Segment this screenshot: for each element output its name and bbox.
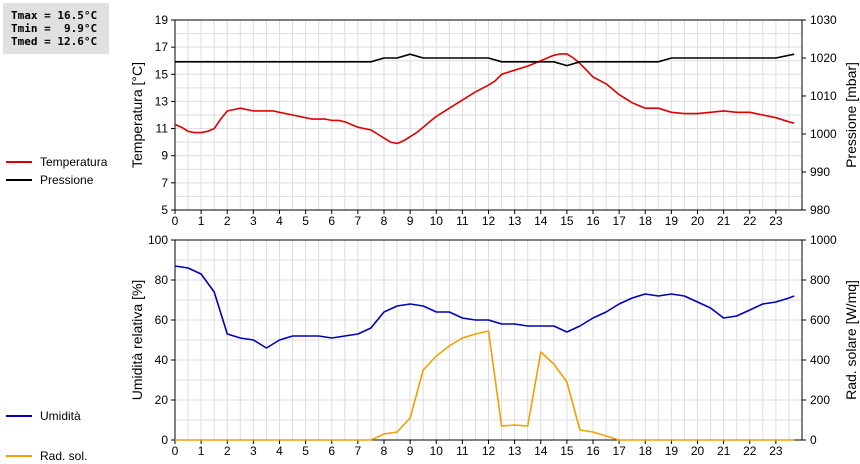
bottom-y2-tick-label: 0: [810, 433, 817, 447]
top-x-tick-label: 15: [560, 214, 574, 228]
bottom-y2-tick-label: 600: [810, 313, 830, 327]
top-x-tick-label: 23: [769, 214, 783, 228]
bottom-y-axis-label: Umidità relativa [%]: [129, 280, 145, 401]
bottom-x-tick-label: 7: [355, 444, 362, 458]
top-x-tick-label: 3: [250, 214, 257, 228]
legend-humidity-label: Umidità: [40, 408, 81, 423]
series-line-umidit: [174, 265, 795, 349]
top-x-tick-label: 6: [328, 214, 335, 228]
bottom-y-tick-label: 100: [148, 233, 168, 247]
bottom-x-tick-label: 14: [534, 444, 548, 458]
top-y2-axis-label: Pressione [mbar]: [843, 62, 859, 168]
bottom-x-tick-label: 6: [328, 444, 335, 458]
humidity-swatch: [6, 414, 32, 417]
legend-humidity: Umidità: [6, 408, 81, 424]
bottom-y2-tick-label: 200: [810, 393, 830, 407]
top-x-tick-label: 17: [612, 214, 626, 228]
top-x-tick-label: 11: [456, 214, 469, 228]
legend-pressure-label: Pressione: [40, 172, 94, 187]
top-x-tick-label: 1: [198, 214, 205, 228]
bottom-x-tick-label: 9: [407, 444, 414, 458]
top-x-tick-label: 14: [534, 214, 548, 228]
top-y2-tick-label: 1000: [810, 127, 837, 141]
bottom-x-tick-label: 0: [172, 444, 179, 458]
top-x-tick-label: 0: [172, 214, 179, 228]
top-y-tick-label: 11: [156, 122, 169, 136]
pressure-swatch: [6, 178, 32, 181]
bottom-x-tick-label: 15: [560, 444, 574, 458]
top-x-tick-label: 18: [639, 214, 653, 228]
legend-solar: Rad. sol.: [6, 448, 87, 464]
tmin-stat: Tmin = 9.9°C: [11, 22, 98, 35]
top-y-tick-label: 13: [155, 94, 169, 108]
top-y-tick-label: 15: [155, 67, 169, 81]
top-x-tick-label: 16: [586, 214, 600, 228]
top-x-tick-label: 12: [482, 214, 496, 228]
legend-solar-label: Rad. sol.: [40, 448, 88, 463]
legend-pressure: Pressione: [6, 172, 93, 188]
bottom-x-tick-label: 17: [612, 444, 626, 458]
bottom-y-tick-label: 60: [155, 313, 169, 327]
series-line-pressione: [175, 53, 795, 67]
top-y2-tick-label: 990: [810, 165, 830, 179]
bottom-y-tick-label: 80: [155, 273, 169, 287]
top-y-tick-label: 9: [161, 149, 168, 163]
bottom-x-tick-label: 20: [691, 444, 705, 458]
top-y-tick-label: 19: [155, 13, 169, 27]
top-x-tick-label: 13: [508, 214, 522, 228]
top-x-tick-label: 9: [407, 214, 414, 228]
bottom-x-tick-label: 18: [639, 444, 653, 458]
tmax-stat: Tmax = 16.5°C: [11, 9, 98, 22]
top-x-tick-label: 4: [276, 214, 283, 228]
legend-temperature-label: Temperatura: [40, 154, 108, 169]
top-x-tick-label: 21: [717, 214, 731, 228]
bottom-x-tick-label: 19: [665, 444, 679, 458]
bottom-y2-tick-label: 800: [810, 273, 830, 287]
top-x-tick-label: 19: [665, 214, 679, 228]
series-line-temperatura: [174, 53, 795, 145]
top-y2-tick-label: 1020: [810, 51, 837, 65]
bottom-x-tick-label: 8: [381, 444, 388, 458]
bottom-x-tick-label: 13: [508, 444, 522, 458]
bottom-y2-tick-label: 400: [810, 353, 830, 367]
top-y-tick-label: 17: [155, 40, 169, 54]
bottom-x-tick-label: 1: [198, 444, 205, 458]
top-x-tick-label: 7: [355, 214, 362, 228]
bottom-x-tick-label: 23: [769, 444, 783, 458]
bottom-y-tick-label: 0: [161, 433, 168, 447]
bottom-x-tick-label: 16: [586, 444, 600, 458]
solar-swatch: [6, 454, 32, 457]
temperature-swatch: [6, 160, 32, 163]
bottom-x-tick-label: 22: [743, 444, 757, 458]
top-y-axis-label: Temperatura [°C]: [129, 62, 145, 168]
bottom-x-tick-label: 10: [430, 444, 444, 458]
bottom-x-tick-label: 12: [482, 444, 496, 458]
bottom-x-tick-label: 21: [717, 444, 731, 458]
stats-box: Tmax = 16.5°C Tmin = 9.9°C Tmed = 12.6°C: [3, 3, 109, 54]
top-x-tick-label: 10: [430, 214, 444, 228]
bottom-y2-tick-label: 1000: [810, 233, 837, 247]
top-x-tick-label: 20: [691, 214, 705, 228]
bottom-x-tick-label: 3: [250, 444, 257, 458]
top-x-tick-label: 8: [381, 214, 388, 228]
bottom-x-tick-label: 4: [276, 444, 283, 458]
series-line-rad-sol: [175, 330, 795, 441]
bottom-x-tick-label: 5: [302, 444, 309, 458]
bottom-y-tick-label: 40: [155, 353, 169, 367]
top-y-tick-label: 5: [161, 203, 168, 217]
bottom-x-tick-label: 2: [224, 444, 231, 458]
top-y2-tick-label: 1030: [810, 13, 837, 27]
bottom-y-tick-label: 20: [155, 393, 169, 407]
top-x-tick-label: 2: [224, 214, 231, 228]
top-y2-tick-label: 980: [810, 203, 830, 217]
top-x-tick-label: 5: [302, 214, 309, 228]
top-x-tick-label: 22: [743, 214, 757, 228]
top-y2-tick-label: 1010: [810, 89, 837, 103]
bottom-y2-axis-label: Rad. solare [W/mq]: [843, 280, 859, 400]
tmed-stat: Tmed = 12.6°C: [11, 35, 98, 48]
legend-temperature: Temperatura: [6, 154, 107, 170]
bottom-x-tick-label: 11: [456, 444, 469, 458]
top-y-tick-label: 7: [161, 176, 168, 190]
